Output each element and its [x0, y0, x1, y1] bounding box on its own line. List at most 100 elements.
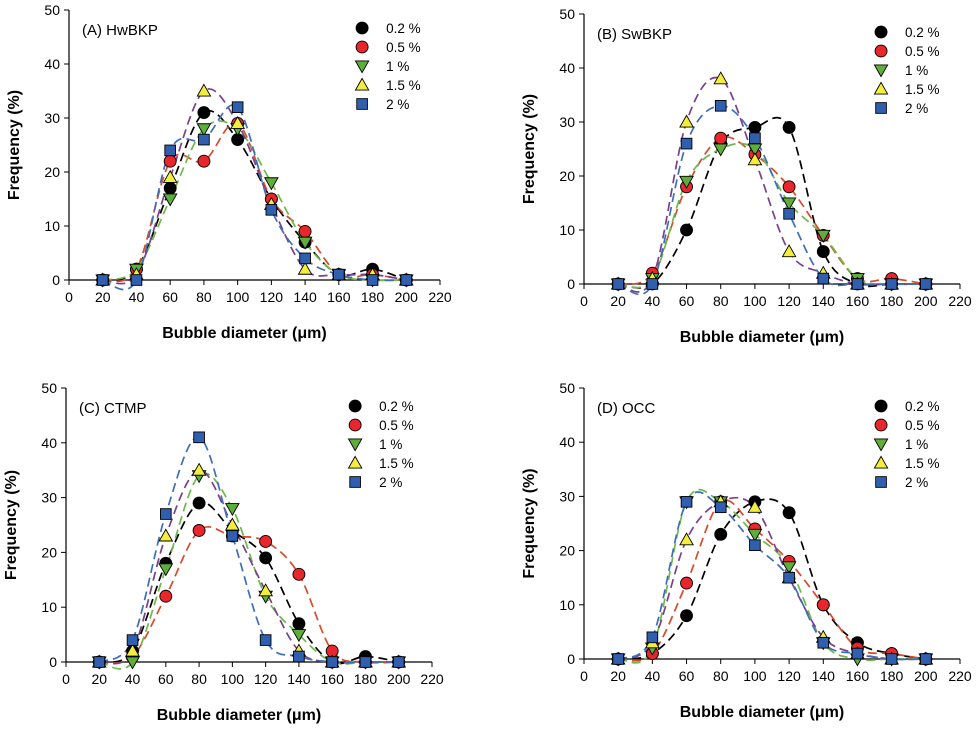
legend-marker — [875, 102, 887, 114]
x-tick-label: 140 — [812, 668, 836, 684]
data-point — [816, 245, 830, 259]
x-tick-label: 220 — [420, 671, 444, 687]
data-point — [714, 131, 728, 145]
y-tick-label: 0 — [567, 276, 575, 292]
data-point — [196, 83, 212, 97]
y-tick-label: 40 — [559, 434, 575, 450]
data-point — [885, 653, 898, 665]
x-tick-label: 160 — [321, 671, 345, 687]
data-point — [292, 567, 306, 581]
series-curve-2 — [102, 120, 407, 282]
data-point — [160, 508, 172, 520]
legend-label: 1 % — [386, 59, 409, 74]
data-point — [782, 506, 796, 520]
y-tick-label: 30 — [44, 110, 60, 126]
data-point — [680, 223, 693, 237]
data-point — [163, 181, 177, 195]
legend-label: 1.5 % — [905, 82, 940, 97]
chart-panel-a: 0 20 40 60 80 100 120 140 160 180 200 220 0 10 20 30 40 5… — [6, 2, 452, 342]
legend-marker — [873, 81, 889, 95]
data-point — [162, 169, 178, 183]
data-point — [326, 656, 338, 668]
data-point — [392, 656, 405, 668]
y-tick-label: 0 — [567, 651, 575, 667]
series-curve-4 — [102, 104, 407, 291]
series-curve-0 — [618, 116, 926, 289]
series-curve-0 — [102, 110, 407, 281]
y-tick-label: 50 — [44, 2, 60, 18]
x-tick-label: 120 — [777, 668, 801, 684]
data-point — [259, 551, 273, 565]
legend-marker — [356, 98, 368, 110]
legend-marker — [355, 21, 369, 35]
y-tick-label: 30 — [41, 490, 57, 506]
x-tick-label: 180 — [361, 289, 385, 305]
legend-label: 0.2 % — [379, 399, 414, 414]
x-tick-label: 40 — [645, 668, 661, 684]
data-point — [297, 236, 313, 250]
panel-title: (D) OCC — [597, 400, 655, 417]
data-point — [885, 278, 898, 290]
x-tick-label: 160 — [846, 668, 870, 684]
data-point — [297, 261, 313, 275]
data-point — [259, 535, 273, 548]
data-point — [96, 274, 109, 286]
data-point — [224, 517, 240, 531]
series-curve-1 — [617, 136, 926, 285]
data-point — [714, 527, 728, 541]
data-point — [292, 617, 306, 631]
legend-label: 2 % — [386, 97, 409, 112]
x-tick-label: 40 — [129, 289, 145, 305]
data-point — [749, 539, 761, 551]
y-axis-title: Frequency (%) — [521, 94, 538, 204]
data-point — [920, 278, 932, 290]
x-axis-title: Bubble diameter (μm) — [157, 707, 321, 724]
data-point — [783, 207, 795, 220]
y-tick-label: 50 — [559, 380, 575, 396]
legend-marker — [354, 77, 370, 91]
data-point — [612, 653, 624, 665]
data-point — [781, 197, 797, 211]
x-tick-label: 140 — [293, 289, 317, 305]
data-point — [679, 114, 694, 128]
data-point — [231, 101, 244, 114]
legend-marker — [348, 418, 362, 432]
series-curve-4 — [617, 491, 926, 661]
series-curve-1 — [618, 499, 926, 662]
data-point — [816, 598, 830, 612]
legend-label: 2 % — [379, 475, 402, 490]
data-point — [747, 152, 763, 166]
x-tick-label: 140 — [812, 293, 836, 309]
data-point — [782, 180, 796, 194]
data-point — [851, 647, 864, 660]
data-point — [920, 653, 932, 665]
x-tick-label: 20 — [95, 289, 111, 305]
legend-marker — [874, 44, 888, 58]
chart-panel-c: 0 20 40 60 80 100 120 140 160 180 200 220 0 10 20 30 40 5… — [3, 380, 444, 724]
legend-marker — [873, 438, 889, 452]
data-point — [299, 252, 311, 265]
data-point — [158, 528, 174, 542]
y-axis-title: Frequency (%) — [3, 470, 20, 580]
series-curve-3 — [99, 469, 399, 665]
data-point — [130, 274, 143, 286]
y-tick-label: 0 — [52, 272, 60, 288]
x-tick-label: 180 — [880, 668, 904, 684]
data-point — [815, 229, 831, 243]
data-point — [196, 123, 212, 137]
data-point — [198, 133, 210, 146]
x-tick-label: 200 — [914, 293, 938, 309]
data-point — [817, 636, 830, 649]
legend-marker — [347, 438, 363, 452]
series-curve-2 — [99, 472, 399, 670]
legend-marker — [873, 64, 889, 78]
x-tick-label: 80 — [713, 668, 729, 684]
legend-label: 0.5 % — [905, 418, 940, 433]
data-point — [747, 499, 763, 513]
x-axis-title: Bubble diameter (μm) — [680, 329, 844, 346]
y-tick-label: 30 — [559, 114, 575, 130]
x-tick-label: 100 — [226, 289, 250, 305]
data-point — [230, 115, 246, 129]
data-point — [333, 268, 345, 281]
legend-label: 0.5 % — [379, 418, 414, 433]
